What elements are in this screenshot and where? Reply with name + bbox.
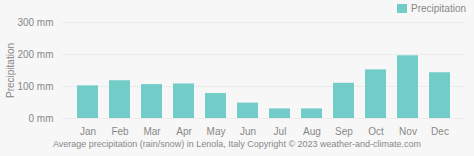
- svg-text:Dec: Dec: [431, 126, 449, 137]
- svg-text:Precipitation: Precipitation: [5, 43, 16, 98]
- svg-text:200 mm: 200 mm: [17, 49, 53, 60]
- svg-text:Jul: Jul: [274, 126, 287, 137]
- svg-text:Sep: Sep: [335, 126, 353, 137]
- svg-text:300 mm: 300 mm: [17, 17, 53, 28]
- svg-text:100 mm: 100 mm: [17, 81, 53, 92]
- svg-text:Feb: Feb: [111, 126, 129, 137]
- svg-text:May: May: [207, 126, 226, 137]
- svg-text:Nov: Nov: [399, 126, 417, 137]
- html-text:Average precipitation (rain/sn: Average precipitation (rain/snow) in Len…: [52, 139, 422, 149]
- svg-text:Apr: Apr: [176, 126, 192, 137]
- svg-text:Mar: Mar: [143, 126, 161, 137]
- html-text:Precipitation: Precipitation: [411, 2, 466, 14]
- svg-text:0 mm: 0 mm: [29, 113, 54, 124]
- svg-text:Aug: Aug: [303, 126, 321, 137]
- svg-text:Oct: Oct: [368, 126, 384, 137]
- svg-text:Jan: Jan: [80, 126, 96, 137]
- svg-text:Jun: Jun: [240, 126, 256, 137]
